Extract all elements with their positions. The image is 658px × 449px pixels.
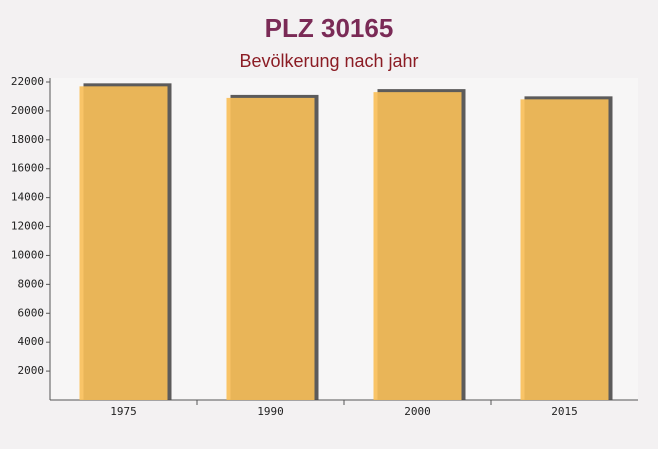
y-tick-label: 14000 xyxy=(11,191,44,204)
x-tick-label: 2000 xyxy=(404,405,431,418)
bar xyxy=(373,92,462,401)
y-tick-label: 22000 xyxy=(11,75,44,88)
y-tick-label: 20000 xyxy=(11,104,44,117)
y-tick-label: 12000 xyxy=(11,220,44,233)
y-tick-label: 2000 xyxy=(18,364,45,377)
bar xyxy=(79,86,168,400)
bar xyxy=(520,99,609,400)
y-tick-label: 6000 xyxy=(18,306,45,319)
y-tick-label: 8000 xyxy=(18,277,45,290)
y-tick-label: 16000 xyxy=(11,162,44,175)
y-tick-label: 18000 xyxy=(11,133,44,146)
y-tick-label: 10000 xyxy=(11,248,44,261)
chart-title: PLZ 30165 xyxy=(265,13,394,43)
x-tick-label: 1990 xyxy=(257,405,284,418)
chart-subtitle: Bevölkerung nach jahr xyxy=(239,51,418,71)
x-tick-label: 2015 xyxy=(551,405,578,418)
y-tick-label: 4000 xyxy=(18,335,45,348)
bar xyxy=(226,97,315,401)
x-tick-label: 1975 xyxy=(110,405,137,418)
